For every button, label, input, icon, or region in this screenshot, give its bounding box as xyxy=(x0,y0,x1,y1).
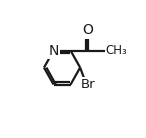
Text: CH₃: CH₃ xyxy=(105,44,127,57)
Text: O: O xyxy=(82,23,93,37)
Text: Br: Br xyxy=(81,78,95,91)
Text: N: N xyxy=(48,44,59,58)
